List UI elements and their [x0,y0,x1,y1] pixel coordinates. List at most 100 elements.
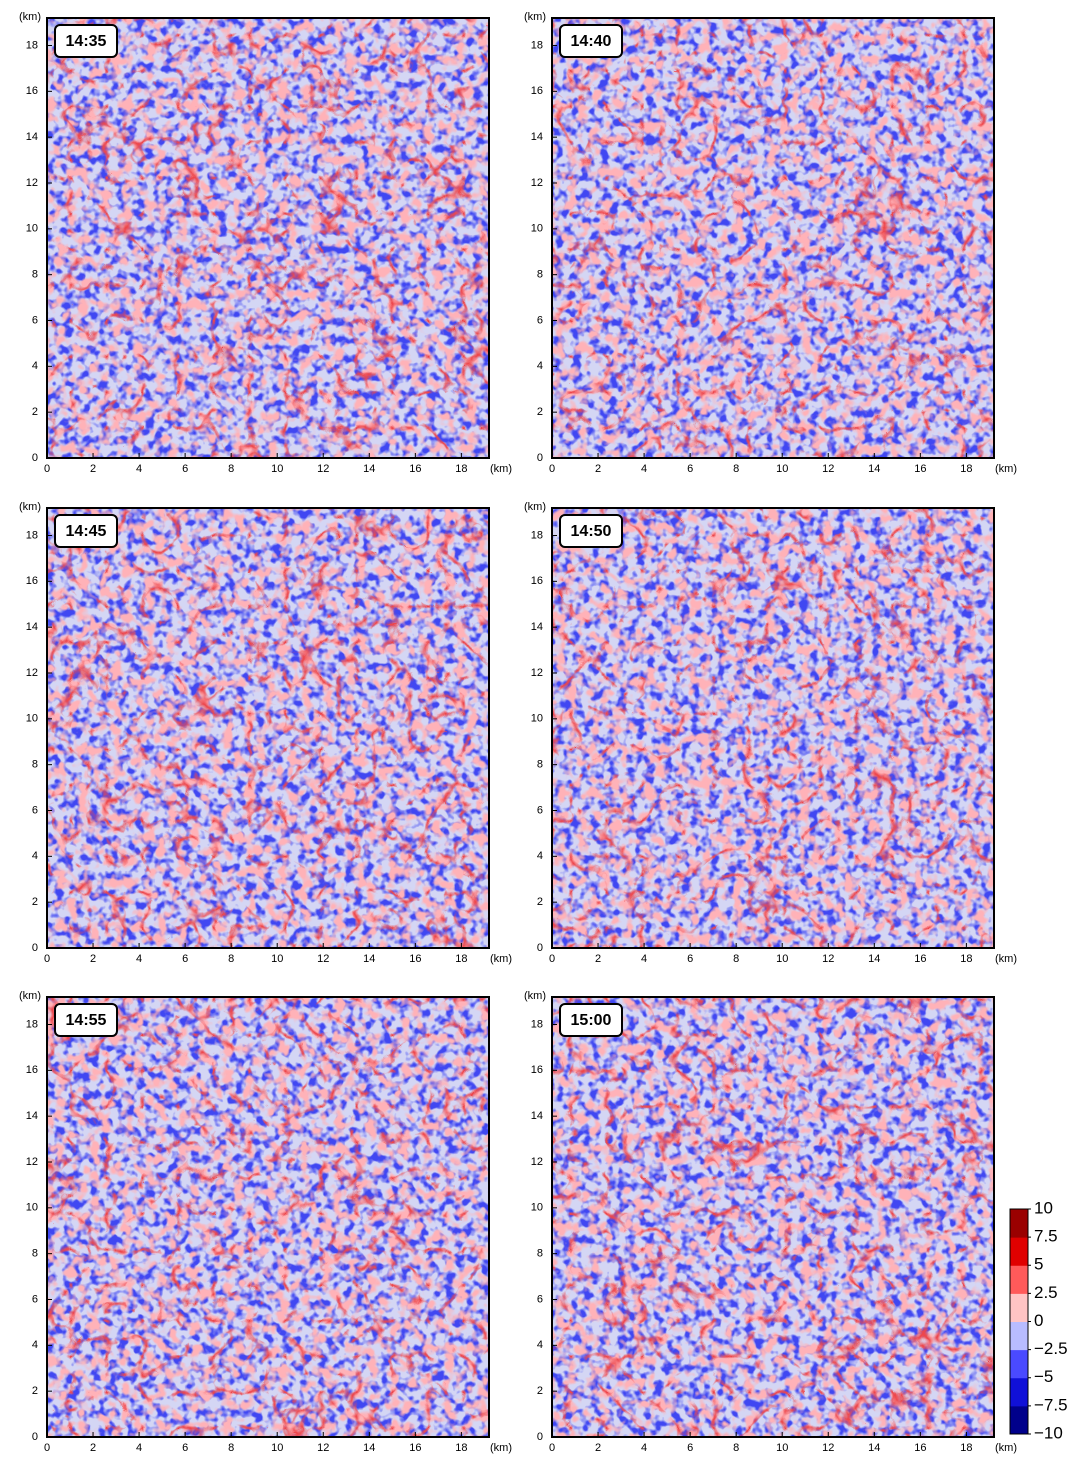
x-tick-label: 6 [182,1442,188,1454]
title-box [559,24,623,58]
panel-title: 14:45 [66,523,107,540]
x-tick-label: 8 [228,463,234,475]
heatmap-field [552,508,994,948]
y-tick-label: 6 [537,314,543,326]
x-tick-label: 6 [687,953,693,965]
y-tick-label: 2 [32,1385,38,1397]
x-tick-label: 10 [776,1442,788,1454]
heatmap-field [47,508,489,948]
x-tick-label: 0 [44,953,50,965]
x-tick-label: 16 [409,463,421,475]
y-tick-label: 6 [537,1293,543,1305]
y-tick-label: 2 [537,406,543,418]
x-axis-label: (km) [995,1442,1017,1454]
x-tick-label: 18 [960,463,972,475]
x-tick-label: 16 [914,463,926,475]
colorbar-tick-label: −5 [1034,1367,1053,1386]
colorbar-swatch [1010,1265,1028,1294]
title-box [54,514,118,548]
y-tick-label: 16 [531,1064,543,1076]
y-tick-label: 12 [26,1156,38,1168]
heatmap-field [47,18,489,458]
colorbar-tick-label: 2.5 [1034,1283,1058,1302]
x-tick-label: 14 [363,463,375,475]
y-tick-label: 16 [531,85,543,97]
panel-title: 14:50 [571,523,612,540]
x-tick-label: 16 [914,953,926,965]
colorbar-tick-label: −7.5 [1034,1395,1068,1414]
y-axis-label: (km) [19,990,41,1002]
x-tick-label: 14 [868,463,880,475]
panel-title: 14:55 [66,1012,107,1029]
y-tick-label: 8 [537,759,543,771]
y-tick-label: 18 [26,529,38,541]
x-tick-label: 14 [363,1442,375,1454]
panel-title: 14:35 [66,33,107,50]
y-tick-label: 16 [531,575,543,587]
y-tick-label: 0 [537,452,543,464]
y-tick-label: 8 [32,269,38,281]
colorbar-tick-label: 5 [1034,1255,1043,1274]
plot-frame [551,507,995,949]
y-tick-label: 6 [537,804,543,816]
y-tick-label: 10 [26,223,38,235]
title-box [559,514,623,548]
x-tick-label: 16 [409,953,421,965]
x-tick-label: 8 [228,953,234,965]
y-tick-label: 14 [26,131,38,143]
x-tick-label: 4 [136,1442,142,1454]
y-tick-label: 18 [531,39,543,51]
heatmap-field [552,997,994,1437]
y-axis-label: (km) [19,501,41,513]
y-tick-label: 18 [531,529,543,541]
x-tick-label: 14 [868,1442,880,1454]
plot-frame [551,17,995,459]
y-tick-label: 10 [26,713,38,725]
x-axis-label: (km) [490,1442,512,1454]
y-tick-label: 2 [32,406,38,418]
heatmap-field [47,997,489,1437]
x-tick-label: 14 [363,953,375,965]
x-tick-label: 6 [182,953,188,965]
colorbar-swatch [1010,1349,1028,1379]
x-tick-label: 12 [317,953,329,965]
x-tick-label: 6 [687,463,693,475]
colorbar-tick-label: 0 [1034,1311,1043,1330]
y-tick-label: 8 [537,269,543,281]
y-tick-label: 12 [26,667,38,679]
x-tick-label: 12 [822,463,834,475]
x-tick-label: 14 [868,953,880,965]
x-tick-label: 16 [914,1442,926,1454]
y-tick-label: 6 [32,1293,38,1305]
x-tick-label: 8 [733,953,739,965]
y-tick-label: 12 [26,177,38,189]
x-tick-label: 12 [822,1442,834,1454]
colorbar-swatch [1010,1405,1028,1435]
y-tick-label: 4 [537,850,543,862]
y-tick-label: 4 [32,360,38,372]
x-tick-label: 12 [317,1442,329,1454]
colorbar-swatch [1010,1321,1028,1351]
y-tick-label: 0 [32,452,38,464]
y-tick-label: 12 [531,1156,543,1168]
colorbar-tick-label: −10 [1034,1423,1063,1442]
x-tick-label: 2 [595,1442,601,1454]
x-tick-label: 2 [90,953,96,965]
x-tick-label: 18 [960,1442,972,1454]
x-tick-label: 10 [271,1442,283,1454]
x-tick-label: 10 [776,463,788,475]
x-tick-label: 12 [317,463,329,475]
x-tick-label: 0 [549,1442,555,1454]
x-axis-label: (km) [490,953,512,965]
colorbar-swatch [1010,1209,1028,1238]
x-axis-label: (km) [995,463,1017,475]
x-tick-label: 2 [595,953,601,965]
y-tick-label: 6 [32,314,38,326]
y-tick-label: 4 [32,1339,38,1351]
y-tick-label: 16 [26,575,38,587]
x-tick-label: 8 [228,1442,234,1454]
y-tick-label: 10 [26,1202,38,1214]
x-tick-label: 0 [44,463,50,475]
x-tick-label: 16 [409,1442,421,1454]
y-tick-label: 2 [32,896,38,908]
